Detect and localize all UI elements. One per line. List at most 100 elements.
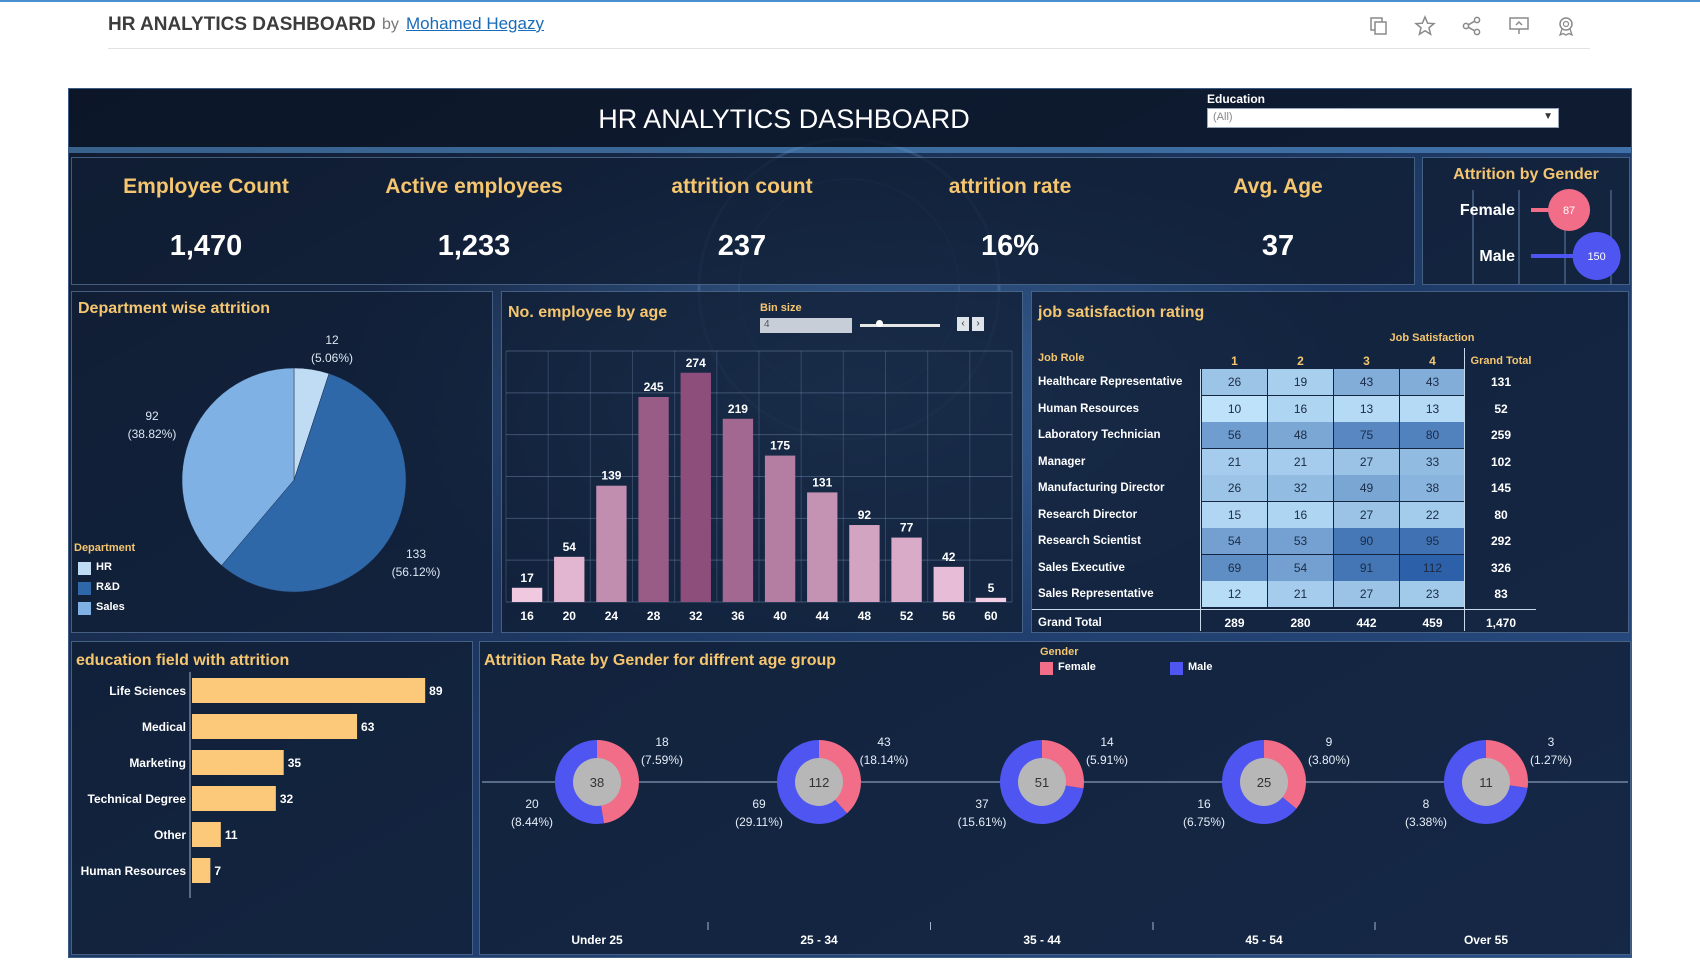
top-bar: HR ANALYTICS DASHBOARD by Mohamed Hegazy <box>0 0 1700 52</box>
job-satisfaction-column-header: 1 <box>1231 354 1238 368</box>
job-satisfaction-cell: 22 <box>1400 501 1465 528</box>
donut-male-value: 69 <box>752 797 766 811</box>
bin-size-slider-handle[interactable] <box>876 320 883 327</box>
job-satisfaction-cell: 56 <box>1202 422 1267 448</box>
age-bar-value-label: 17 <box>520 571 534 585</box>
pie-slice-rd <box>221 373 407 593</box>
kpi-active-employees-value: 1,233 <box>437 230 511 262</box>
kpi-avg-age-title: Avg. Age <box>1233 175 1323 198</box>
by-label: by <box>382 16 399 33</box>
job-role-label: Healthcare Representative <box>1038 376 1183 388</box>
age-group-label: 35 - 44 <box>1023 933 1061 947</box>
education-filter-value: (All) <box>1213 111 1233 123</box>
pie-value-label: 92 <box>145 409 159 423</box>
legend-swatch-female <box>1040 662 1053 675</box>
age-bar <box>849 525 880 602</box>
donut-female-value: 14 <box>1100 735 1114 749</box>
donut-male-percent: (29.11%) <box>735 815 783 829</box>
kpi-attrition-count-value: 237 <box>717 230 767 262</box>
job-role-label: Laboratory Technician <box>1038 429 1161 441</box>
education-value-label: 89 <box>429 684 443 698</box>
job-satisfaction-cell: 53 <box>1268 528 1333 554</box>
donut-total-label: 11 <box>1479 775 1493 790</box>
attrition-by-gender-chart: Female 87 Male 150 <box>1460 189 1621 284</box>
job-role-label: Manufacturing Director <box>1038 482 1165 494</box>
legend-label-hr: HR <box>96 561 112 573</box>
gender-dot <box>1572 232 1621 280</box>
age-bar-value-label: 5 <box>988 581 995 595</box>
education-bar <box>192 786 276 811</box>
legend-swatch-sales <box>78 602 91 615</box>
legend-swatch-hr <box>78 562 91 575</box>
age-group-label: 25 - 34 <box>800 933 838 947</box>
dashboard-title: HR ANALYTICS DASHBOARD <box>598 104 970 134</box>
column-grand-total: 459 <box>1422 615 1443 630</box>
gender-category-label: Male <box>1479 248 1515 265</box>
age-group-label: Over 55 <box>1464 933 1508 947</box>
pie-percent-label: (38.82%) <box>128 427 177 441</box>
bin-size-slider[interactable] <box>860 324 940 327</box>
job-satisfaction-column-header: 3 <box>1363 354 1370 368</box>
gender-legend-title: Gender <box>1040 646 1079 658</box>
age-bar <box>554 556 585 602</box>
age-group-label: Under 25 <box>571 933 623 947</box>
chevron-left-icon[interactable]: ‹ <box>957 317 969 331</box>
badge-icon[interactable] <box>1554 14 1578 38</box>
job-satisfaction-cell: 21 <box>1202 448 1267 475</box>
copy-icon[interactable] <box>1366 14 1390 38</box>
age-bar <box>807 492 838 602</box>
job-role-label: Manager <box>1038 455 1086 468</box>
author-link[interactable]: Mohamed Hegazy <box>406 14 544 33</box>
row-grand-total: 52 <box>1494 401 1508 416</box>
job-satisfaction-cell: 95 <box>1400 528 1465 554</box>
present-icon[interactable] <box>1507 14 1531 38</box>
employee-by-age-title: No. employee by age <box>508 304 668 321</box>
bin-size-input[interactable]: 4 <box>760 318 852 333</box>
gender-value-label: 150 <box>1587 251 1605 263</box>
donut-female-value: 9 <box>1326 735 1333 749</box>
attrition-by-gender-title: Attrition by Gender <box>1453 166 1599 183</box>
education-filter-select[interactable]: (All) ▼ <box>1207 108 1559 128</box>
age-bar-value-label: 139 <box>601 469 621 483</box>
donut-hole <box>1018 758 1066 806</box>
department-legend-title: Department <box>74 542 136 554</box>
job-satisfaction-cell: 43 <box>1400 369 1465 395</box>
row-grand-total: 292 <box>1490 534 1512 548</box>
row-grand-total: 83 <box>1494 587 1508 601</box>
star-icon[interactable] <box>1413 14 1437 38</box>
education-field-panel: education field with attrition Life Scie… <box>71 641 473 955</box>
chevron-down-icon: ▼ <box>1543 111 1553 122</box>
job-satisfaction-cell: 91 <box>1334 554 1399 581</box>
employee-by-age-chart: 17 16 54 20 139 24 245 28 274 32 219 36 175 40 131 44 92… <box>505 350 1013 623</box>
job-role-label: Research Director <box>1038 508 1138 521</box>
job-satisfaction-cell: 10 <box>1202 395 1267 422</box>
pie-percent-label: (56.12%) <box>392 565 441 579</box>
job-satisfaction-cell: 80 <box>1400 422 1465 448</box>
job-satisfaction-column-header: 4 <box>1429 354 1436 368</box>
education-value-label: 32 <box>280 792 294 806</box>
job-satisfaction-column-header: 2 <box>1297 354 1304 368</box>
age-bar-value-label: 245 <box>644 380 664 394</box>
attrition-gender-age-title: Attrition Rate by Gender for diffrent ag… <box>484 652 837 669</box>
department-pie-chart: 12 (5.06%) 133 (56.12%) 92 (38.82%) <box>128 333 441 593</box>
donut-hole <box>1462 758 1510 806</box>
donut-male-percent: (3.38%) <box>1405 815 1447 829</box>
job-role-label: Sales Executive <box>1038 561 1125 574</box>
donut-total-label: 25 <box>1257 775 1271 790</box>
job-satisfaction-cell: 54 <box>1202 528 1267 554</box>
pie-value-label: 12 <box>325 333 339 347</box>
row-grand-total: 259 <box>1490 428 1512 442</box>
share-icon[interactable] <box>1460 14 1484 38</box>
donut-female-percent: (3.80%) <box>1308 753 1350 767</box>
job-satisfaction-cell: 21 <box>1268 581 1333 607</box>
job-satisfaction-cell: 16 <box>1268 501 1333 528</box>
donut-female-percent: (1.27%) <box>1530 753 1572 767</box>
kpi-attrition-rate-title: attrition rate <box>948 175 1072 198</box>
age-bar <box>933 566 964 602</box>
department-attrition-panel: Department wise attrition 12 (5.06%) 133 (5… <box>71 291 493 633</box>
job-role-label: Research Scientist <box>1038 535 1141 547</box>
row-grand-total: 326 <box>1490 560 1512 575</box>
donut-total-label: 51 <box>1035 775 1049 790</box>
job-satisfaction-table: 1 2 3 4 Grand Total Healthcare Representative… <box>1032 348 1628 632</box>
chevron-right-icon[interactable]: › <box>972 317 984 331</box>
